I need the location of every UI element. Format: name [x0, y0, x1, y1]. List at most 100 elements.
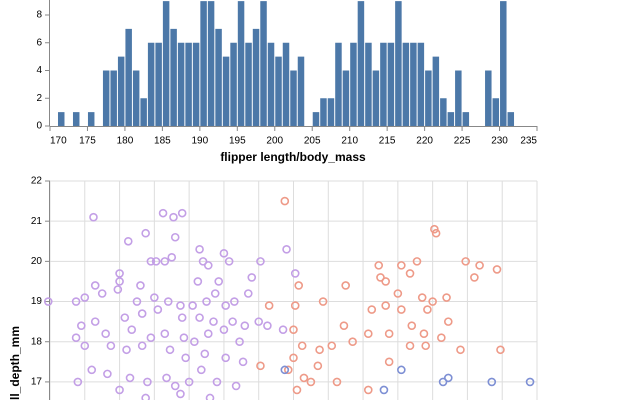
point [106, 341, 116, 351]
point [170, 232, 180, 242]
point [437, 333, 446, 343]
bar [87, 112, 95, 126]
point [290, 269, 300, 278]
bar [275, 56, 282, 126]
bar [290, 70, 297, 126]
point [363, 329, 373, 338]
y-axis-title: ll_depth_mm [8, 326, 22, 400]
point [318, 297, 328, 306]
point [525, 377, 535, 387]
bar [417, 42, 425, 126]
point [153, 305, 163, 314]
bar [462, 112, 470, 126]
point [470, 273, 479, 282]
point [177, 208, 187, 218]
y-tick-label: 19 [31, 296, 43, 307]
bar [282, 42, 290, 126]
bar [342, 70, 350, 126]
bar [125, 28, 132, 126]
point [125, 373, 135, 383]
point [198, 257, 208, 266]
point [80, 293, 90, 302]
point [384, 357, 394, 367]
bar [350, 42, 357, 126]
bar [500, 1, 507, 126]
bar [192, 42, 200, 126]
point [195, 245, 204, 254]
bar [245, 42, 252, 126]
bar [455, 70, 462, 126]
y-tick-label: 18 [31, 336, 43, 347]
x-tick-label: 200 [266, 136, 283, 147]
y-tick-label: 2 [36, 93, 42, 104]
point [200, 349, 210, 359]
point [243, 289, 253, 298]
point [289, 325, 298, 334]
bar [267, 42, 275, 126]
point [376, 273, 385, 282]
point [430, 224, 439, 234]
bar [387, 42, 395, 126]
point [203, 329, 213, 338]
point [120, 313, 130, 322]
point [421, 341, 430, 351]
point [438, 377, 448, 387]
x-tick-label: 175 [79, 136, 96, 147]
x-tick-label: 235 [520, 136, 537, 147]
x-axis-title: flipper length/body_mass [220, 150, 366, 164]
point [475, 261, 484, 270]
bar [357, 1, 365, 126]
point [428, 297, 437, 306]
point [235, 337, 244, 347]
point [219, 325, 229, 334]
y-tick-label: 4 [36, 65, 42, 76]
point [405, 269, 415, 278]
point [278, 325, 288, 334]
point [456, 345, 465, 355]
point [73, 377, 83, 387]
bar [117, 56, 125, 126]
point [177, 313, 187, 322]
point [160, 257, 170, 266]
point [163, 297, 173, 306]
bar [425, 70, 432, 126]
point [212, 377, 222, 387]
x-tick-label: 230 [491, 136, 508, 147]
point [137, 309, 147, 318]
point [224, 257, 234, 266]
x-tick-label: 170 [50, 136, 67, 147]
point [202, 297, 211, 306]
point [431, 228, 441, 238]
point [179, 333, 189, 343]
point [417, 293, 427, 302]
point [137, 341, 147, 351]
point [97, 289, 107, 298]
x-tick-label: 195 [229, 136, 246, 147]
point [374, 261, 384, 270]
point [443, 317, 453, 326]
bar [237, 1, 245, 126]
point [87, 365, 97, 375]
bar [492, 98, 500, 126]
point [122, 345, 131, 355]
point [141, 393, 150, 400]
point [264, 301, 274, 310]
point [165, 345, 175, 355]
point [231, 381, 241, 391]
bar [110, 70, 117, 126]
point [151, 257, 161, 266]
bar [57, 112, 65, 126]
bar [162, 1, 170, 126]
x-tick-label: 215 [379, 136, 396, 147]
bar [222, 56, 230, 126]
bar [485, 70, 492, 126]
bar [402, 42, 410, 126]
point [101, 329, 110, 338]
bar [72, 112, 80, 126]
point [263, 321, 272, 330]
point [184, 377, 194, 387]
point [280, 365, 290, 375]
point [256, 257, 265, 266]
point [397, 261, 406, 270]
